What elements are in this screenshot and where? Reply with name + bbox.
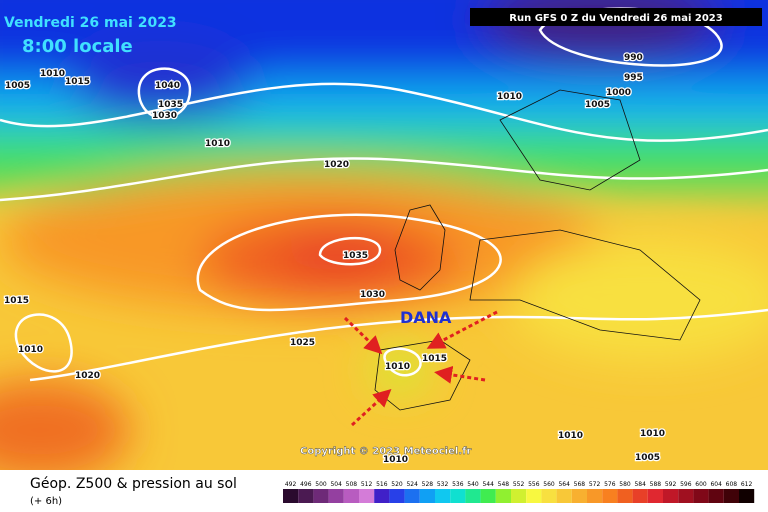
legend-swatch: [663, 489, 679, 503]
isobar-label: 1010: [383, 455, 408, 465]
isobar-label: 1025: [290, 338, 315, 348]
legend-label: 576: [604, 481, 616, 488]
isobar-label: 1035: [158, 100, 183, 110]
legend-swatch: [632, 489, 648, 503]
legend-swatch: [404, 489, 420, 503]
isobar-label: 1030: [360, 290, 385, 300]
legend-label: 612: [741, 481, 753, 488]
legend-label: 536: [452, 481, 464, 488]
legend-label: 544: [482, 481, 494, 488]
isobar-label: 1010: [385, 362, 410, 372]
legend-label: 496: [300, 481, 312, 488]
isobar-label: 1020: [75, 371, 100, 381]
legend-swatch: [511, 489, 527, 503]
legend-label: 556: [528, 481, 540, 488]
legend-label: 608: [726, 481, 738, 488]
isobar-label: 1005: [5, 81, 30, 91]
legend-label: 516: [376, 481, 388, 488]
legend-label: 564: [558, 481, 570, 488]
legend-swatch: [571, 489, 587, 503]
time: 8:00 locale: [22, 36, 133, 57]
isobar-label: 1010: [497, 92, 522, 102]
legend-swatch: [587, 489, 603, 503]
legend-label: 508: [346, 481, 358, 488]
legend-swatch: [450, 489, 466, 503]
footer-title: Géop. Z500 & pression au sol: [30, 476, 237, 492]
isobar-label: 1010: [558, 431, 583, 441]
legend-label: 548: [498, 481, 510, 488]
legend-swatch: [328, 489, 344, 503]
legend-label: 560: [543, 481, 555, 488]
legend-label: 520: [391, 481, 403, 488]
isobar-label: 1015: [65, 77, 90, 87]
isobar-label: 1000: [606, 88, 631, 98]
isobars: [0, 7, 768, 382]
isobar-label: 1010: [205, 139, 230, 149]
legend-swatch: [739, 489, 755, 503]
footer-step: (+ 6h): [30, 496, 62, 507]
isobar-label: 1015: [422, 354, 447, 364]
legend-swatch: [298, 489, 314, 503]
legend-swatch: [465, 489, 481, 503]
legend-label: 584: [634, 481, 646, 488]
legend-swatch: [602, 489, 618, 503]
legend-swatch: [723, 489, 739, 503]
legend-swatch: [541, 489, 557, 503]
isobar-label: 1010: [40, 69, 65, 79]
date: Vendredi 26 mai 2023: [4, 15, 177, 31]
legend-label: 580: [619, 481, 631, 488]
arrows: [343, 310, 498, 427]
isobar-label: 995: [624, 73, 643, 83]
legend-swatch: [556, 489, 572, 503]
legend-swatch: [359, 489, 375, 503]
legend-swatch: [283, 489, 299, 503]
legend-label: 504: [330, 481, 342, 488]
legend-swatch: [495, 489, 511, 503]
legend-label: 600: [695, 481, 707, 488]
legend-swatch: [617, 489, 633, 503]
field: [0, 0, 768, 480]
isobar-label: 1015: [4, 296, 29, 306]
legend-swatch: [419, 489, 435, 503]
legend-label: 572: [589, 481, 601, 488]
legend-swatch: [647, 489, 663, 503]
legend-label: 500: [315, 481, 327, 488]
legend-swatch: [708, 489, 724, 503]
legend-label: 512: [361, 481, 373, 488]
legend-label: 532: [437, 481, 449, 488]
isobar-label: 990: [624, 53, 643, 63]
isobar-label: 1005: [585, 100, 610, 110]
legend-swatch: [480, 489, 496, 503]
legend-swatch: [343, 489, 359, 503]
legend-label: 596: [680, 481, 692, 488]
isobar-label: 1030: [152, 111, 177, 121]
legend-swatch: [693, 489, 709, 503]
isobar-label: 1010: [18, 345, 43, 355]
legend-swatch: [389, 489, 405, 503]
annotation: DANA: [400, 308, 452, 327]
legend-label: 552: [513, 481, 525, 488]
isobar-label: 1005: [635, 453, 660, 463]
run-banner: [470, 8, 762, 26]
legend-label: 528: [422, 481, 434, 488]
run-text: Run GFS 0 Z du Vendredi 26 mai 2023: [509, 13, 722, 24]
legend-label: 588: [650, 481, 662, 488]
legend-label: 568: [574, 481, 586, 488]
isobar-label: 1035: [343, 251, 368, 261]
legend-label: 604: [710, 481, 722, 488]
legend-label: 592: [665, 481, 677, 488]
legend-label: 540: [467, 481, 479, 488]
legend-label: 492: [285, 481, 297, 488]
copyright: Copyright © 2023 Meteociel.fr: [300, 446, 471, 457]
isobar-label: 1020: [324, 160, 349, 170]
legend-label: 524: [406, 481, 418, 488]
isobar-label: 1040: [155, 81, 180, 91]
legend-swatch: [678, 489, 694, 503]
isobar-label: 1010: [640, 429, 665, 439]
legend-swatch: [435, 489, 451, 503]
legend-swatch: [313, 489, 329, 503]
legend-swatch: [526, 489, 542, 503]
legend-swatch: [374, 489, 390, 503]
